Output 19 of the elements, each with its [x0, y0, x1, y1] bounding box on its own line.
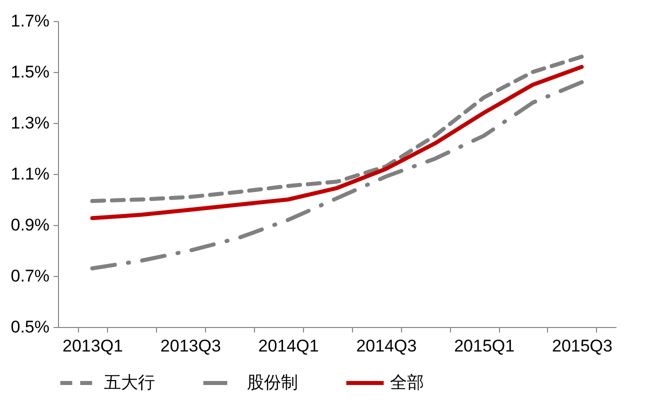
- y-tick-label: 0.7%: [10, 266, 50, 286]
- x-tick-label: 2015Q3: [552, 336, 612, 356]
- x-tick-label: 2014Q3: [356, 336, 417, 356]
- x-tick-label: 2015Q1: [454, 336, 515, 356]
- legend-label: 股份制: [247, 373, 298, 392]
- y-tick-label: 1.7%: [10, 12, 50, 30]
- x-tick-label: 2014Q1: [258, 336, 319, 356]
- y-tick-label: 0.9%: [10, 216, 50, 234]
- legend-label: 五大行: [104, 373, 155, 392]
- line-series: [90, 64, 584, 220]
- line-series: [90, 54, 584, 204]
- y-tick-label: 1.5%: [10, 62, 50, 82]
- x-tick-label: 2013Q1: [62, 336, 124, 356]
- line-series: [90, 80, 584, 270]
- y-tick-label: 1.3%: [10, 114, 50, 132]
- y-tick-label: 1.1%: [10, 164, 50, 184]
- x-tick-label: 2013Q3: [160, 336, 221, 356]
- legend-label: 全部: [390, 373, 424, 392]
- y-tick-label: 0.5%: [10, 318, 50, 336]
